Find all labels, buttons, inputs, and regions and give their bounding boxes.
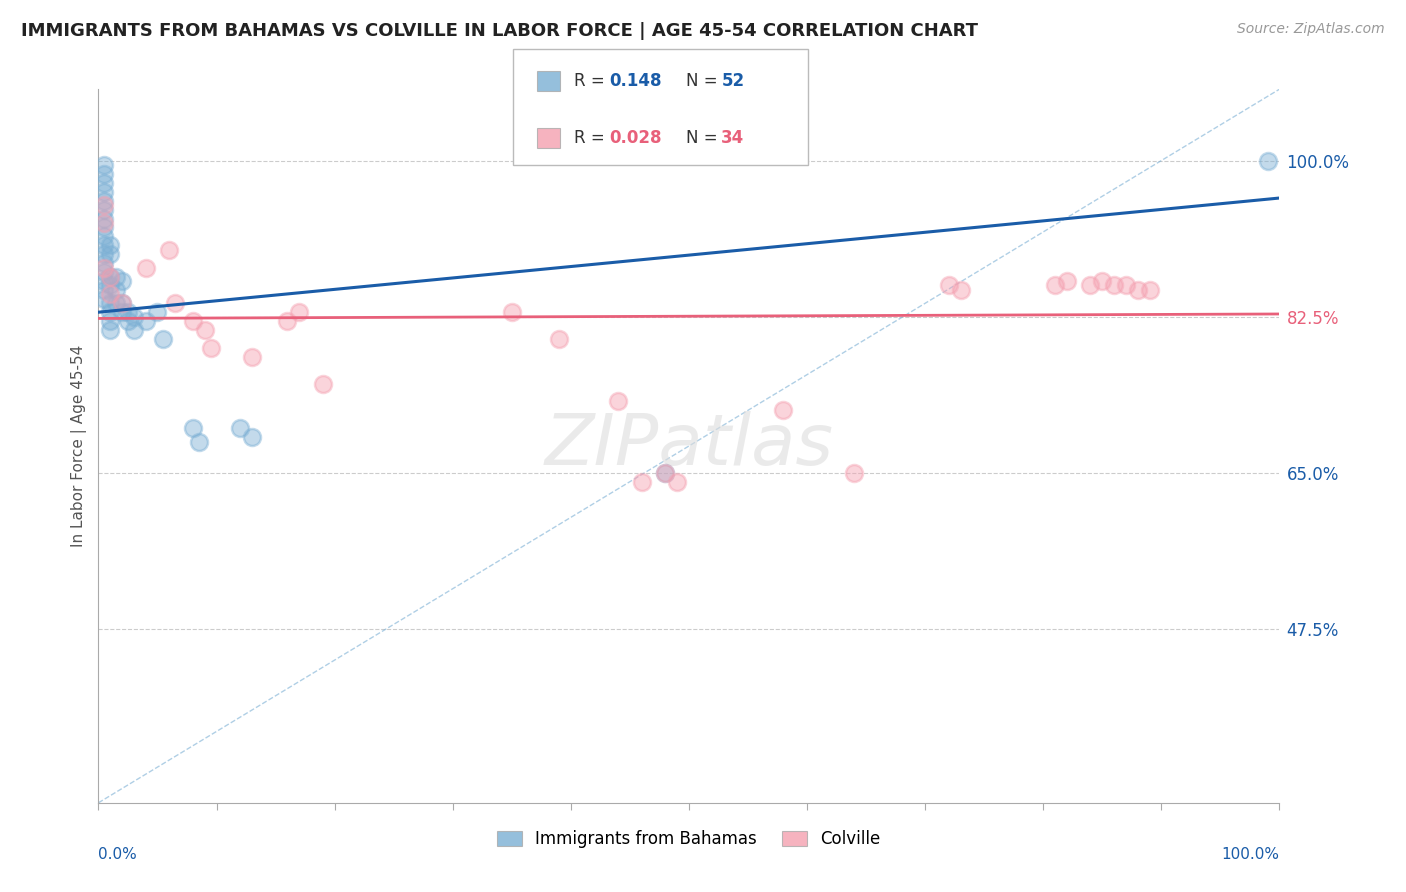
Point xyxy=(194,323,217,337)
Point xyxy=(117,314,139,328)
Point xyxy=(607,394,630,409)
Text: 52: 52 xyxy=(721,72,744,90)
Text: ZIPatlas: ZIPatlas xyxy=(544,411,834,481)
Point xyxy=(105,283,128,297)
Point xyxy=(181,421,204,435)
Text: 100.0%: 100.0% xyxy=(1222,847,1279,863)
Point xyxy=(93,265,115,279)
Point xyxy=(93,292,115,306)
Point xyxy=(98,287,121,301)
Text: 0.148: 0.148 xyxy=(609,72,661,90)
Point xyxy=(93,283,115,297)
Point xyxy=(93,256,115,270)
Point xyxy=(1102,278,1125,293)
Point xyxy=(152,332,174,346)
Point xyxy=(111,296,134,310)
Point xyxy=(93,238,115,252)
Point xyxy=(288,305,311,319)
Point xyxy=(93,176,115,190)
Point xyxy=(93,211,115,226)
Point xyxy=(276,314,298,328)
Point xyxy=(105,296,128,310)
Point xyxy=(98,269,121,284)
Point xyxy=(122,310,145,324)
Point xyxy=(949,283,972,297)
Point xyxy=(122,323,145,337)
Point xyxy=(98,314,121,328)
Text: IMMIGRANTS FROM BAHAMAS VS COLVILLE IN LABOR FORCE | AGE 45-54 CORRELATION CHART: IMMIGRANTS FROM BAHAMAS VS COLVILLE IN L… xyxy=(21,22,979,40)
Point xyxy=(111,274,134,288)
Point xyxy=(1056,274,1078,288)
Point xyxy=(157,243,180,257)
Point xyxy=(93,167,115,181)
Point xyxy=(135,260,157,275)
Text: 0.028: 0.028 xyxy=(609,129,661,147)
Point xyxy=(229,421,252,435)
Point xyxy=(93,220,115,235)
Point xyxy=(1139,283,1161,297)
Point xyxy=(181,314,204,328)
Point xyxy=(938,278,960,293)
Point xyxy=(135,314,157,328)
Point xyxy=(654,466,676,480)
Point xyxy=(93,198,115,212)
Legend: Immigrants from Bahamas, Colville: Immigrants from Bahamas, Colville xyxy=(491,824,887,855)
Text: 0.0%: 0.0% xyxy=(98,847,138,863)
Point xyxy=(772,403,794,417)
Point xyxy=(93,158,115,172)
Point xyxy=(654,466,676,480)
Point xyxy=(666,475,689,489)
Point xyxy=(93,260,115,275)
Point xyxy=(98,269,121,284)
Point xyxy=(93,229,115,244)
Point xyxy=(240,350,263,364)
Point xyxy=(844,466,866,480)
Y-axis label: In Labor Force | Age 45-54: In Labor Force | Age 45-54 xyxy=(72,345,87,547)
Point xyxy=(98,238,121,252)
Text: R =: R = xyxy=(574,72,610,90)
Point xyxy=(117,305,139,319)
Point xyxy=(93,274,115,288)
Text: R =: R = xyxy=(574,129,610,147)
Point xyxy=(240,430,263,444)
Point xyxy=(93,216,115,230)
Text: N =: N = xyxy=(686,129,723,147)
Point xyxy=(1126,283,1149,297)
Point xyxy=(1257,153,1279,168)
Point xyxy=(312,376,335,391)
Point xyxy=(93,202,115,217)
Point xyxy=(1115,278,1137,293)
Point xyxy=(630,475,652,489)
Point xyxy=(146,305,169,319)
Point xyxy=(111,305,134,319)
Text: N =: N = xyxy=(686,72,723,90)
Point xyxy=(93,247,115,261)
Point xyxy=(548,332,571,346)
Point xyxy=(93,194,115,208)
Point xyxy=(200,341,222,355)
Point xyxy=(187,434,209,449)
Point xyxy=(111,296,134,310)
Point xyxy=(93,185,115,199)
Point xyxy=(1091,274,1114,288)
Point xyxy=(98,305,121,319)
Point xyxy=(105,269,128,284)
Point xyxy=(1043,278,1066,293)
Point xyxy=(165,296,187,310)
Text: Source: ZipAtlas.com: Source: ZipAtlas.com xyxy=(1237,22,1385,37)
Text: 34: 34 xyxy=(721,129,745,147)
Point xyxy=(98,278,121,293)
Point xyxy=(98,296,121,310)
Point xyxy=(98,247,121,261)
Point xyxy=(98,323,121,337)
Point xyxy=(501,305,523,319)
Point xyxy=(1080,278,1102,293)
